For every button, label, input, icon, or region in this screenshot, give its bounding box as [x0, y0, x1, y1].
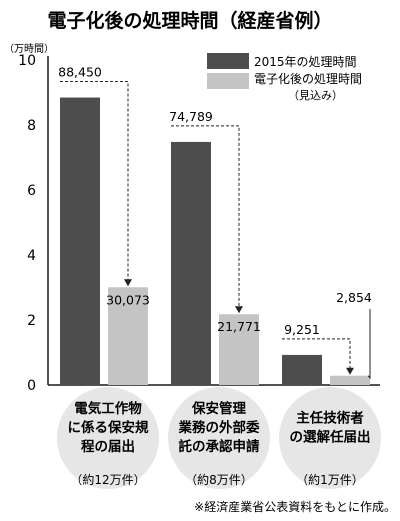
arrow-head: [346, 367, 354, 375]
category-circle: [279, 387, 381, 489]
category-label: 業務の外部委: [178, 419, 260, 436]
y-tick-label: 8: [27, 118, 36, 134]
arrow-head: [235, 306, 243, 314]
category-label: 主任技術者: [296, 410, 364, 427]
source-note: ※経済産業省公表資料をもとに作成。: [194, 499, 396, 514]
category-label: 電気工作物: [74, 400, 142, 417]
value-label-after: 2,854: [336, 290, 372, 305]
leader-line: [367, 309, 371, 380]
legend-swatch-after: [207, 73, 249, 89]
value-label-after: 21,771: [217, 319, 261, 334]
category-label: 程の届出: [81, 438, 135, 455]
value-label-2015: 9,251: [284, 322, 320, 337]
value-label-2015: 74,789: [169, 109, 213, 124]
bar-after: [108, 287, 148, 385]
legend-swatch-2015: [207, 53, 249, 69]
arrow-head: [124, 279, 132, 287]
legend-label-after-sub: （見込み）: [288, 89, 343, 102]
category-circle: [168, 387, 270, 489]
bar-after: [219, 314, 259, 385]
y-axis-unit: （万時間）: [4, 43, 54, 55]
legend-label-after: 電子化後の処理時間: [254, 72, 362, 86]
chart-title: 電子化後の処理時間（経産省例）: [47, 9, 332, 32]
y-tick-label: 6: [27, 183, 36, 199]
y-tick-label: 10: [18, 53, 36, 69]
bar-after: [330, 375, 370, 385]
reduction-arrow: [282, 338, 351, 369]
category-count: （約12万件）: [70, 472, 145, 487]
category-label: 託の承認申請: [179, 438, 260, 455]
value-labels: 88,450 30,073 74,789 21,771 9,251 2,854: [58, 65, 372, 380]
category-circle: [57, 387, 159, 489]
legend: 2015年の処理時間 電子化後の処理時間 （見込み）: [207, 53, 362, 102]
category-count: （約8万件）: [185, 472, 253, 487]
value-label-after: 30,073: [106, 292, 150, 307]
y-tick-label: 2: [27, 313, 36, 329]
y-tick-label: 4: [27, 248, 36, 264]
value-label-2015: 88,450: [58, 65, 102, 80]
bar-2015: [60, 97, 100, 385]
reduction-arrow: [60, 81, 129, 281]
reduction-arrow: [171, 125, 240, 308]
category-label: 保安管理: [191, 400, 246, 417]
y-tick-label: 0: [27, 378, 36, 394]
category-count: （約1万件）: [296, 472, 364, 487]
category-label: の選解任届出: [290, 429, 371, 446]
bars-group: [60, 97, 370, 385]
bar-2015: [171, 141, 211, 385]
reduction-arrows: [60, 81, 354, 375]
category-label: に係る保安規: [68, 419, 149, 436]
bar-2015: [282, 354, 322, 385]
y-axis-ticks: 0 2 4 6 8 10: [18, 53, 36, 394]
legend-label-2015: 2015年の処理時間: [254, 55, 357, 69]
